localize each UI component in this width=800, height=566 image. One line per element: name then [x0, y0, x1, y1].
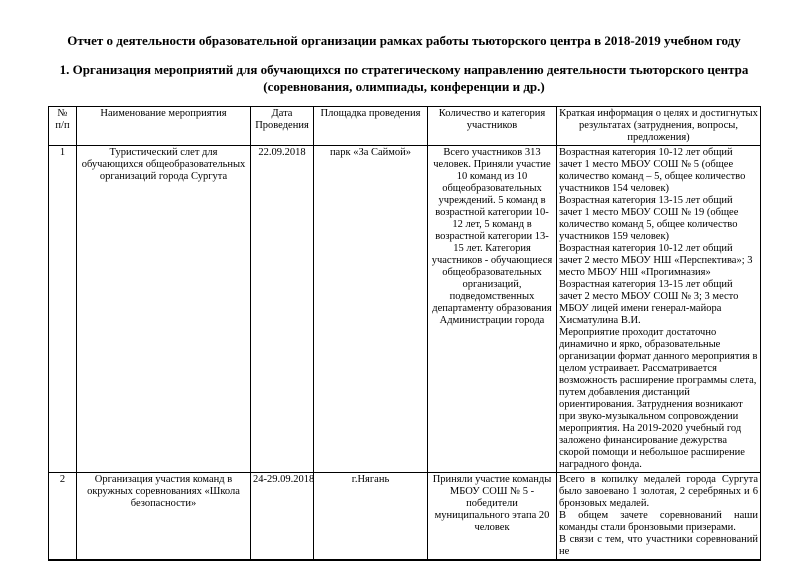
- col-header-event-name: Наименование мероприятия: [76, 106, 251, 146]
- cell-date: 24-29.09.2018: [250, 472, 314, 561]
- report-title: Отчет о деятельности образовательной орг…: [67, 33, 741, 48]
- summary-paragraph: В связи с тем, что участники соревновани…: [559, 534, 758, 557]
- table-row: 2 Организация участия команд в окружных …: [48, 472, 761, 561]
- summary-paragraph: Возрастная категория 10-12 лет общий зач…: [559, 243, 753, 278]
- table-row: 1 Туристический слет для обучающихся общ…: [48, 145, 761, 473]
- col-header-number: № п/п: [48, 106, 77, 146]
- document-content: Отчет о деятельности образовательной орг…: [0, 33, 761, 561]
- summary-paragraph: Возрастная категория 10-12 лет общий зач…: [559, 147, 746, 194]
- table-header-row: № п/п Наименование мероприятия Дата Пров…: [48, 106, 761, 146]
- col-header-date: Дата Проведения: [250, 106, 314, 146]
- cell-participants: Всего участников 313 человек. Приняли уч…: [427, 145, 557, 473]
- col-header-summary: Краткая информация о целях и достигнутых…: [556, 106, 761, 146]
- cell-participants: Приняли участие команды МБОУ СОШ № 5 - п…: [427, 472, 557, 561]
- col-header-participants: Количество и категория участников: [427, 106, 557, 146]
- cell-venue: г.Нягань: [313, 472, 428, 561]
- cell-event-name: Туристический слет для обучающихся общео…: [76, 145, 251, 473]
- cell-summary: Всего в копилку медалей города Сургута б…: [556, 472, 761, 561]
- cell-summary: Возрастная категория 10-12 лет общий зач…: [556, 145, 761, 473]
- col-header-venue: Площадка проведения: [313, 106, 428, 146]
- cell-date: 22.09.2018: [250, 145, 314, 473]
- cell-event-name: Организация участия команд в окружных со…: [76, 472, 251, 561]
- cell-row-number: 2: [48, 472, 77, 561]
- summary-paragraph: Возрастная категория 13-15 лет общий зач…: [559, 195, 739, 242]
- section-heading: 1. Организация мероприятий для обучающих…: [59, 62, 749, 94]
- summary-paragraph: В общем зачете соревнований наши команды…: [559, 510, 758, 533]
- summary-paragraph: Мероприятие проходит достаточно динамичн…: [559, 327, 758, 470]
- cell-venue: парк «За Саймой»: [313, 145, 428, 473]
- summary-paragraph: Возрастная категория 13-15 лет общий зач…: [559, 279, 739, 326]
- summary-paragraph: Всего в копилку медалей города Сургута б…: [559, 474, 758, 509]
- cell-row-number: 1: [48, 145, 77, 473]
- events-table: № п/п Наименование мероприятия Дата Пров…: [48, 106, 761, 561]
